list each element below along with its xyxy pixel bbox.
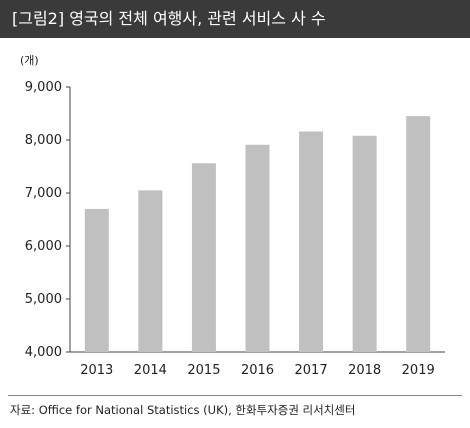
chart-header: [그림2] 영국의 전체 여행사, 관련 서비스 사 수	[0, 0, 470, 38]
y-tick-label: 4,000	[25, 345, 62, 360]
x-tick-label: 2013	[80, 363, 113, 378]
x-tick-label: 2014	[134, 363, 167, 378]
bar-2017	[299, 131, 324, 352]
bar-2018	[352, 135, 377, 352]
x-tick-label: 2015	[187, 363, 220, 378]
y-tick-label: 5,000	[25, 292, 62, 307]
bar-2019	[406, 116, 431, 353]
bar-2013	[84, 208, 109, 352]
source-note: 자료: Office for National Statistics (UK),…	[10, 403, 356, 417]
y-tick-label: 6,000	[25, 239, 62, 254]
source-divider	[8, 395, 462, 396]
chart-title: [그림2] 영국의 전체 여행사, 관련 서비스 사 수	[12, 9, 326, 28]
y-unit-label: (개)	[20, 54, 39, 67]
bar-2016	[245, 144, 270, 352]
y-tick-label: 8,000	[25, 133, 62, 148]
y-tick-label: 7,000	[25, 186, 62, 201]
bar-2015	[191, 163, 216, 352]
x-tick-label: 2019	[402, 363, 435, 378]
y-tick-label: 9,000	[25, 80, 62, 95]
bar-2014	[138, 190, 163, 352]
x-tick-label: 2018	[348, 363, 381, 378]
x-tick-label: 2017	[295, 363, 328, 378]
x-tick-label: 2016	[241, 363, 274, 378]
